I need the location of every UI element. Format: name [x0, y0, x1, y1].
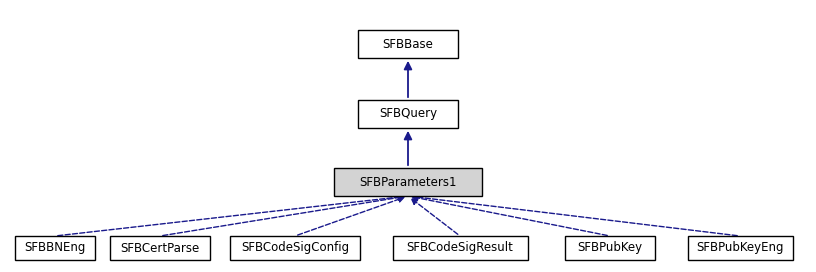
Text: SFBBNEng: SFBBNEng: [24, 242, 86, 255]
Text: SFBPubKey: SFBPubKey: [578, 242, 642, 255]
Text: SFBBase: SFBBase: [383, 38, 433, 51]
FancyBboxPatch shape: [358, 100, 458, 128]
FancyBboxPatch shape: [110, 236, 210, 260]
Text: SFBPubKeyEng: SFBPubKeyEng: [696, 242, 783, 255]
Text: SFBCodeSigConfig: SFBCodeSigConfig: [241, 242, 349, 255]
Text: SFBParameters1: SFBParameters1: [359, 175, 457, 188]
FancyBboxPatch shape: [15, 236, 95, 260]
Text: SFBCertParse: SFBCertParse: [121, 242, 200, 255]
FancyBboxPatch shape: [565, 236, 655, 260]
FancyBboxPatch shape: [392, 236, 527, 260]
FancyBboxPatch shape: [230, 236, 360, 260]
Text: SFBQuery: SFBQuery: [379, 107, 437, 120]
Text: SFBCodeSigResult: SFBCodeSigResult: [406, 242, 513, 255]
FancyBboxPatch shape: [334, 168, 482, 196]
FancyBboxPatch shape: [688, 236, 792, 260]
FancyBboxPatch shape: [358, 30, 458, 58]
